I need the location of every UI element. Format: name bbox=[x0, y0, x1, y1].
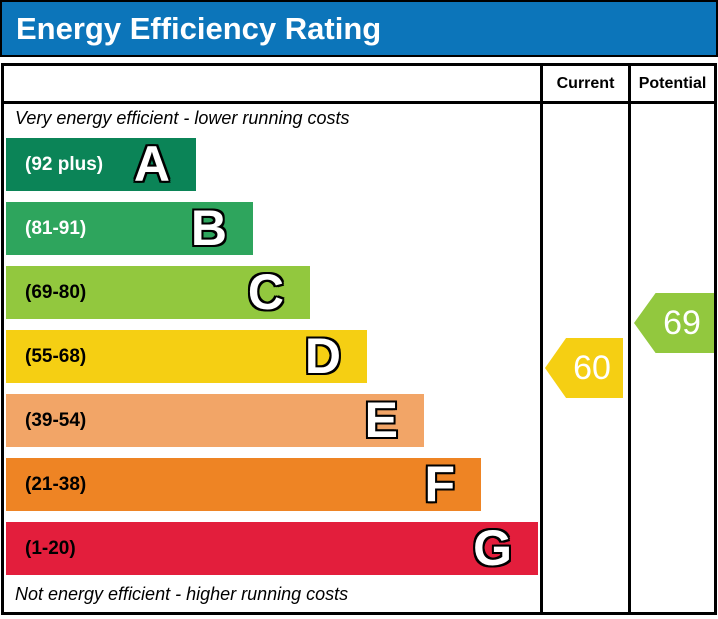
band-letter: A bbox=[133, 136, 170, 192]
band-range-label: (81-91) bbox=[25, 217, 87, 239]
potential-rating-arrow: 69 bbox=[634, 293, 714, 353]
page-title: Energy Efficiency Rating bbox=[16, 10, 382, 46]
band-g: (1-20) G bbox=[6, 522, 538, 575]
band-letter: F bbox=[424, 456, 455, 512]
band-letter: B bbox=[190, 200, 227, 256]
band-range-label: (1-20) bbox=[25, 537, 76, 559]
rating-table: Current Potential Very energy efficient … bbox=[1, 63, 717, 615]
band-range-label: (55-68) bbox=[25, 345, 87, 367]
band-letter: E bbox=[364, 392, 398, 448]
current-rating-value: 60 bbox=[573, 348, 611, 387]
current-column-header: Current bbox=[556, 74, 615, 92]
band-f: (21-38) F bbox=[6, 458, 481, 511]
top-note: Very energy efficient - lower running co… bbox=[15, 108, 350, 128]
band-range-label: (21-38) bbox=[25, 473, 87, 495]
current-rating-arrow: 60 bbox=[545, 338, 623, 398]
title-bar: Energy Efficiency Rating bbox=[0, 0, 718, 57]
band-e: (39-54) E bbox=[6, 394, 424, 447]
band-d: (55-68) D bbox=[6, 330, 367, 383]
current-column-divider bbox=[540, 66, 543, 612]
band-b: (81-91) B bbox=[6, 202, 253, 255]
potential-column-divider bbox=[628, 66, 631, 612]
header-separator bbox=[4, 101, 714, 104]
band-range-label: (69-80) bbox=[25, 281, 87, 303]
band-letter: G bbox=[473, 520, 512, 576]
bottom-note: Not energy efficient - higher running co… bbox=[15, 584, 349, 604]
band-range-label: (39-54) bbox=[25, 409, 87, 431]
band-c: (69-80) C bbox=[6, 266, 310, 319]
potential-rating-value: 69 bbox=[663, 303, 701, 342]
band-range-label: (92 plus) bbox=[25, 153, 104, 175]
band-letter: C bbox=[247, 264, 284, 320]
band-a: (92 plus) A bbox=[6, 138, 196, 191]
band-letter: D bbox=[304, 328, 341, 384]
potential-column-header: Potential bbox=[638, 74, 707, 92]
